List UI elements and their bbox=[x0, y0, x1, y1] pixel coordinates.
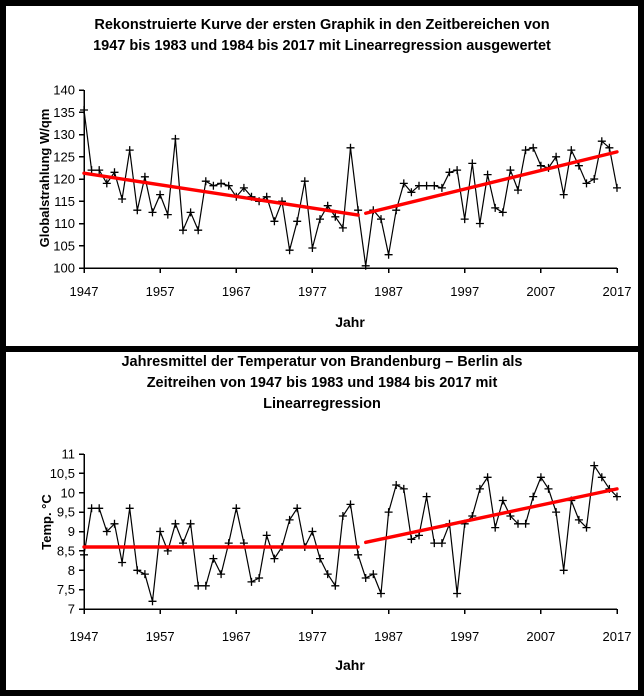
y-tick-label: 110 bbox=[54, 216, 75, 231]
y-tick-label: 135 bbox=[53, 105, 75, 120]
x-tick-label: 1987 bbox=[374, 284, 403, 299]
y-tick-label: 115 bbox=[54, 194, 75, 209]
x-tick-label: 2007 bbox=[526, 629, 555, 644]
y-tick-label: 10,5 bbox=[50, 466, 75, 481]
y-tick-label: 120 bbox=[53, 172, 75, 187]
data-point-markers bbox=[80, 106, 621, 270]
x-tick-label: 1957 bbox=[146, 629, 175, 644]
y-tick-label: 7,5 bbox=[57, 582, 75, 597]
x-tick-label: 1997 bbox=[450, 629, 479, 644]
axes bbox=[79, 453, 618, 614]
regression-line bbox=[82, 487, 619, 549]
y-tick-label: 125 bbox=[53, 149, 75, 164]
bottom-chart-title: Jahresmittel der Temperatur von Brandenb… bbox=[0, 352, 644, 415]
bottom-chart-title-line: Jahresmittel der Temperatur von Brandenb… bbox=[121, 354, 523, 370]
y-tick-label: 9 bbox=[68, 524, 75, 539]
x-tick-label: 2017 bbox=[603, 629, 632, 644]
x-tick-label: 1997 bbox=[450, 284, 479, 299]
x-tick-label: 2017 bbox=[603, 284, 632, 299]
panel-divider bbox=[0, 346, 644, 352]
y-tick-label: 140 bbox=[53, 83, 75, 98]
data-point-markers bbox=[80, 461, 621, 606]
x-tick-label: 1967 bbox=[222, 629, 251, 644]
x-tick-label: 1967 bbox=[222, 284, 251, 299]
y-tick-label: 100 bbox=[53, 261, 75, 276]
y-tick-label: 11 bbox=[62, 447, 76, 462]
top-chart-title-line: 1947 bis 1983 und 1984 bis 2017 mit Line… bbox=[93, 38, 551, 54]
y-tick-label: 105 bbox=[53, 238, 75, 253]
tick-labels: 7 7,5 8 8,5 9 9,5 10 10,5 11 1947 1957 1967 1977 1987… bbox=[50, 447, 632, 645]
x-tick-label: 1947 bbox=[70, 629, 99, 644]
radiation-chart: 100 105 110 115 120 125 130 135 140 1947 1957 1967 1… bbox=[53, 83, 631, 300]
x-tick-label: 1977 bbox=[298, 284, 327, 299]
x-tick-label: 1987 bbox=[374, 629, 403, 644]
top-chart-y-axis-title: Globalstrahlung W/qm bbox=[37, 108, 52, 248]
temperature-chart: 7 7,5 8 8,5 9 9,5 10 10,5 11 1947 1957 1967 1977 1987… bbox=[50, 447, 632, 645]
top-chart-x-axis-title: Jahr bbox=[335, 314, 365, 330]
y-tick-label: 8,5 bbox=[57, 543, 75, 558]
x-tick-label: 2007 bbox=[526, 284, 555, 299]
bottom-chart-x-axis-title: Jahr bbox=[335, 657, 365, 673]
x-tick-label: 1977 bbox=[298, 629, 327, 644]
x-tick-label: 1947 bbox=[70, 284, 99, 299]
axes bbox=[79, 89, 618, 273]
tick-labels: 100 105 110 115 120 125 130 135 140 1947 1957 1967 1… bbox=[53, 83, 631, 300]
y-tick-label: 10 bbox=[61, 485, 75, 500]
data-series-line bbox=[83, 463, 618, 602]
y-tick-label: 7 bbox=[68, 602, 75, 617]
top-chart-title-line: Rekonstruierte Kurve der ersten Graphik … bbox=[94, 17, 550, 33]
y-tick-label: 8 bbox=[68, 563, 75, 578]
bottom-chart-y-axis-title: Temp. °C bbox=[39, 494, 54, 550]
top-chart-title: Rekonstruierte Kurve der ersten Graphik … bbox=[0, 15, 644, 57]
bottom-chart-title-line: Linearregression bbox=[263, 396, 381, 412]
regression-line bbox=[82, 150, 619, 217]
x-tick-label: 1957 bbox=[146, 284, 175, 299]
data-series-line bbox=[83, 109, 618, 266]
y-tick-label: 9,5 bbox=[57, 505, 75, 520]
y-tick-label: 130 bbox=[53, 127, 75, 142]
bottom-chart-title-line: Zeitreihen von 1947 bis 1983 und 1984 bi… bbox=[146, 375, 498, 391]
